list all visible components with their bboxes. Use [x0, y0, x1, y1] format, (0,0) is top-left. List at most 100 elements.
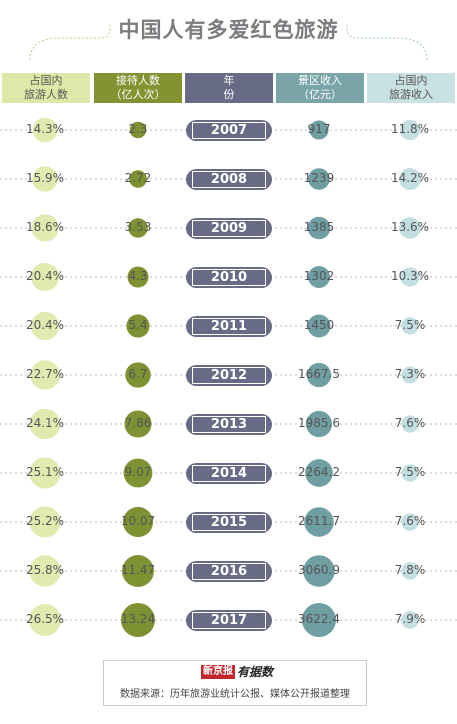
- visitors-label: 3.53: [124, 220, 152, 234]
- visitors-dot: [124, 410, 152, 438]
- share-revenue-label: 14.2%: [390, 171, 430, 185]
- visitors-label: 5.4: [128, 318, 148, 332]
- visitors-dot: [125, 362, 151, 388]
- year-label: 2012: [192, 367, 266, 384]
- visitors-dot: [127, 266, 149, 288]
- share-revenue-dot: [399, 119, 421, 141]
- share-revenue-dot: [400, 267, 420, 287]
- visitors-dot: [123, 458, 153, 488]
- header-revenue: 景区收入 （亿元）: [276, 73, 364, 103]
- share-revenue-dot: [401, 513, 419, 531]
- revenue-dot: [303, 555, 335, 587]
- revenue-dot: [305, 459, 333, 487]
- year-pill: 2017: [186, 610, 272, 631]
- share-tourists-label: 24.1%: [25, 416, 65, 430]
- revenue-label: 1985.6: [298, 416, 340, 430]
- share-tourists-label: 18.6%: [25, 220, 65, 234]
- visitors-dot: [122, 555, 154, 587]
- revenue-dot: [306, 362, 332, 388]
- revenue-label: 1239: [303, 171, 335, 185]
- share-tourists-dot: [29, 506, 61, 538]
- revenue-dot: [309, 120, 329, 140]
- share-tourists-dot: [29, 604, 61, 636]
- source-text: 数据来源：历年旅游业统计公报、媒体公开报道整理: [120, 689, 350, 700]
- revenue-dot: [308, 168, 330, 190]
- share-revenue-dot: [401, 317, 419, 335]
- share-revenue-label: 7.5%: [394, 318, 426, 332]
- revenue-label: 1302: [303, 269, 335, 283]
- share-tourists-label: 22.7%: [25, 367, 65, 381]
- share-revenue-dot: [399, 168, 421, 190]
- year-label: 2014: [192, 465, 266, 482]
- visitors-dot: [122, 506, 154, 538]
- revenue-label: 917: [307, 122, 331, 136]
- visitors-label: 7.86: [124, 416, 152, 430]
- revenue-dot: [307, 314, 331, 338]
- visitors-dot: [129, 170, 147, 188]
- visitors-label: 13.24: [120, 612, 156, 626]
- year-label: 2010: [192, 269, 266, 286]
- share-tourists-label: 14.3%: [25, 122, 65, 136]
- share-revenue-label: 7.8%: [394, 563, 426, 577]
- title-bracket-left: [29, 24, 111, 61]
- year-pill: 2010: [186, 267, 272, 288]
- revenue-label: 3622.4: [298, 612, 340, 626]
- share-revenue-dot: [401, 464, 419, 482]
- share-tourists-label: 25.8%: [25, 563, 65, 577]
- share-tourists-label: 15.9%: [25, 171, 65, 185]
- visitors-dot: [128, 218, 148, 238]
- share-revenue-dot: [401, 366, 419, 384]
- visitors-dot: [129, 121, 147, 139]
- year-label: 2007: [192, 122, 266, 139]
- share-tourists-dot: [29, 555, 61, 587]
- share-tourists-dot: [32, 166, 58, 192]
- header-visitors: 接待人数 （亿人次）: [94, 73, 182, 103]
- share-tourists-dot: [31, 214, 59, 242]
- header-share-revenue: 占国内 旅游收入: [367, 73, 455, 103]
- share-revenue-label: 7.6%: [394, 416, 426, 430]
- share-tourists-dot: [29, 408, 61, 440]
- header-share-tourists: 占国内 旅游人数: [2, 73, 90, 103]
- share-tourists-label: 25.1%: [25, 465, 65, 479]
- visitors-label: 2.3: [128, 122, 148, 136]
- year-pill: 2014: [186, 463, 272, 484]
- year-pill: 2015: [186, 512, 272, 533]
- header-year: 年份: [185, 73, 273, 103]
- share-revenue-dot: [399, 217, 421, 239]
- year-pill: 2009: [186, 218, 272, 239]
- logo: 新京报 有据数: [201, 665, 274, 679]
- share-revenue-label: 7.5%: [394, 465, 426, 479]
- share-tourists-dot: [29, 457, 61, 489]
- year-pill: 2012: [186, 365, 272, 386]
- revenue-label: 3060.9: [298, 563, 340, 577]
- revenue-dot: [302, 603, 336, 637]
- revenue-label: 2264.2: [298, 465, 340, 479]
- year-pill: 2007: [186, 120, 272, 141]
- page-title: 中国人有多爱红色旅游: [118, 18, 339, 42]
- year-label: 2011: [192, 318, 266, 335]
- share-tourists-dot: [30, 311, 60, 341]
- visitors-label: 11.47: [120, 563, 156, 577]
- share-tourists-dot: [30, 262, 60, 292]
- share-revenue-dot: [401, 562, 419, 580]
- year-pill: 2013: [186, 414, 272, 435]
- revenue-dot: [308, 266, 330, 288]
- revenue-label: 1450: [303, 318, 335, 332]
- year-pill: 2011: [186, 316, 272, 337]
- visitors-label: 9.07: [124, 465, 152, 479]
- visitors-dot: [121, 603, 155, 637]
- share-revenue-label: 11.8%: [390, 122, 430, 136]
- visitors-label: 6.7: [128, 367, 148, 381]
- share-tourists-label: 26.5%: [25, 612, 65, 626]
- visitors-label: 4.3: [128, 269, 148, 283]
- revenue-label: 1667.5: [298, 367, 340, 381]
- year-label: 2017: [192, 612, 266, 629]
- year-label: 2016: [192, 563, 266, 580]
- year-label: 2008: [192, 171, 266, 188]
- share-revenue-label: 7.6%: [394, 514, 426, 528]
- share-revenue-label: 10.3%: [390, 269, 430, 283]
- revenue-label: 2611.7: [298, 514, 340, 528]
- source-box: 新京报 有据数 数据来源：历年旅游业统计公报、媒体公开报道整理: [103, 660, 367, 706]
- title-bracket-right: [346, 24, 428, 61]
